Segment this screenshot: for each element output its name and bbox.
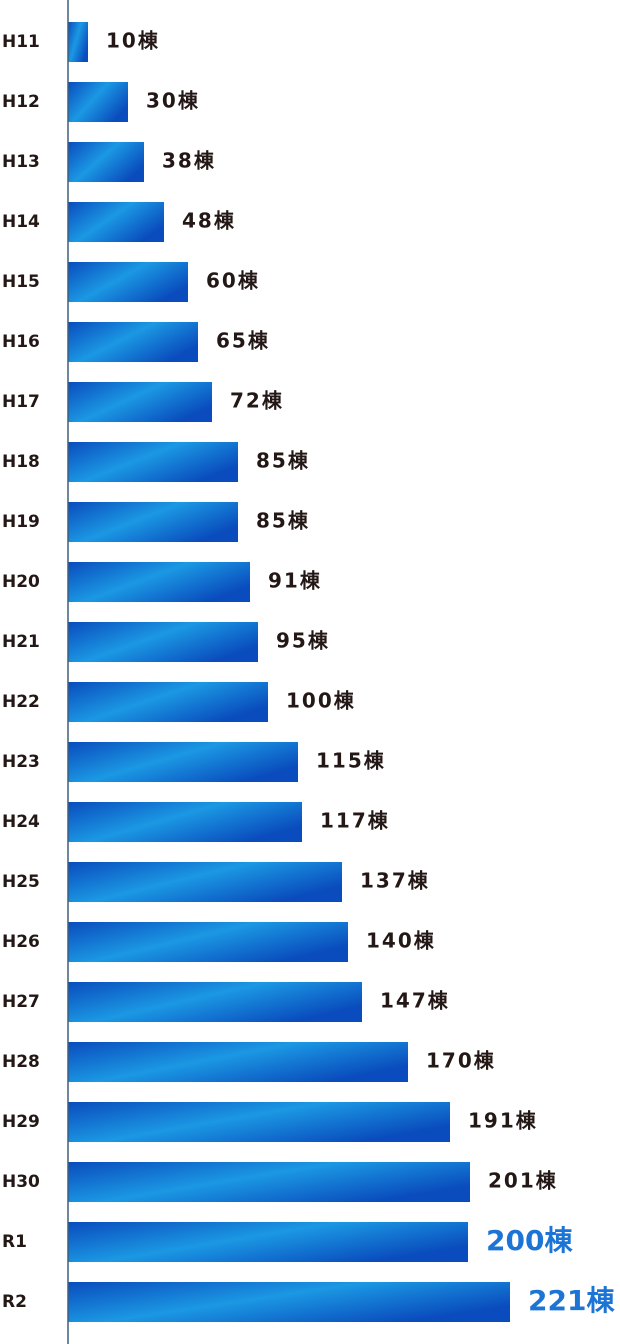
y-tick-label: H24	[2, 812, 40, 832]
value-label: 191棟	[468, 1109, 538, 1133]
value-label: 117棟	[320, 809, 390, 833]
y-tick-label: H18	[2, 452, 40, 472]
value-label: 38棟	[162, 149, 216, 173]
value-label: 201棟	[488, 1169, 558, 1193]
bar	[68, 82, 128, 122]
value-label: 85棟	[256, 509, 310, 533]
value-label: 85棟	[256, 449, 310, 473]
y-tick-label: H30	[2, 1172, 40, 1192]
value-label: 30棟	[146, 89, 200, 113]
y-tick-label: H25	[2, 872, 40, 892]
bar	[68, 202, 164, 242]
bar	[68, 1102, 450, 1142]
bar	[68, 562, 250, 602]
bar	[68, 322, 198, 362]
value-label: 100棟	[286, 689, 356, 713]
y-tick-label: H22	[2, 692, 40, 712]
value-label: 60棟	[206, 269, 260, 293]
bar	[68, 1222, 468, 1262]
value-label: 10棟	[106, 29, 160, 53]
value-label: 200棟	[486, 1224, 573, 1257]
value-label: 65棟	[216, 329, 270, 353]
y-tick-label: H23	[2, 752, 40, 772]
y-tick-label: H19	[2, 512, 40, 532]
y-tick-label: R2	[2, 1292, 27, 1312]
bar	[68, 1162, 470, 1202]
value-label: 115棟	[316, 749, 386, 773]
value-label: 48棟	[182, 209, 236, 233]
value-label: 137棟	[360, 869, 430, 893]
bar	[68, 142, 144, 182]
y-tick-label: R1	[2, 1232, 27, 1252]
value-label: 221棟	[528, 1284, 615, 1317]
bar	[68, 1042, 408, 1082]
bar	[68, 922, 348, 962]
value-label: 170棟	[426, 1049, 496, 1073]
bar	[68, 802, 302, 842]
bar	[68, 622, 258, 662]
y-tick-label: H17	[2, 392, 40, 412]
y-tick-label: H29	[2, 1112, 40, 1132]
y-tick-label: H27	[2, 992, 40, 1012]
y-tick-label: H15	[2, 272, 40, 292]
y-tick-label: H12	[2, 92, 40, 112]
y-tick-label: H21	[2, 632, 40, 652]
y-tick-label: H26	[2, 932, 40, 952]
bar	[68, 382, 212, 422]
bar	[68, 502, 238, 542]
y-tick-label: H16	[2, 332, 40, 352]
y-tick-label: H13	[2, 152, 40, 172]
y-tick-label: H14	[2, 212, 40, 232]
value-label: 95棟	[276, 629, 330, 653]
bar	[68, 1282, 510, 1322]
bar	[68, 682, 268, 722]
y-tick-label: H11	[2, 32, 40, 52]
y-tick-label: H20	[2, 572, 40, 592]
bar	[68, 22, 88, 62]
value-label: 147棟	[380, 989, 450, 1013]
value-label: 140棟	[366, 929, 436, 953]
bar	[68, 442, 238, 482]
bar	[68, 982, 362, 1022]
value-label: 72棟	[230, 389, 284, 413]
bar	[68, 262, 188, 302]
value-label: 91棟	[268, 569, 322, 593]
bar	[68, 862, 342, 902]
bar	[68, 742, 298, 782]
y-tick-label: H28	[2, 1052, 40, 1072]
